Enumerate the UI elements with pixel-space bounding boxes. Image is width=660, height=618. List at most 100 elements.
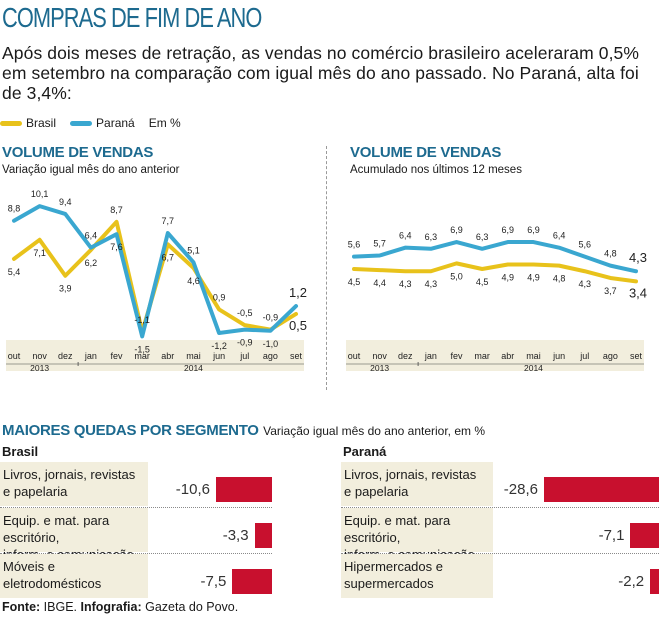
segment-group-parana: Livros, jornais, revistas e papelaria -28,…	[341, 462, 660, 602]
data-label: 6,3	[425, 232, 438, 242]
data-label: 6,9	[450, 225, 463, 235]
x-tick-label: jan	[84, 351, 97, 361]
x-tick-label: abr	[501, 351, 514, 361]
data-label: 3,7	[604, 286, 617, 296]
legend-label-brasil: Brasil	[26, 116, 57, 130]
data-label: 5,6	[348, 240, 361, 250]
data-label: 5,7	[373, 239, 386, 249]
data-label: 4,3	[425, 279, 438, 289]
axis-band	[346, 340, 644, 371]
chart2-title: VOLUME DE VENDAS	[350, 144, 502, 161]
data-label: 7,7	[162, 216, 175, 226]
segment-label-line: eletrodomésticos	[3, 576, 102, 591]
data-label: 8,8	[8, 204, 21, 214]
chart-divider	[326, 146, 327, 390]
segment-row: Livros, jornais, revistas e papelaria -28,…	[341, 462, 660, 508]
infographic-text: Gazeta do Povo.	[145, 600, 239, 614]
segment-label: Móveis e eletrodomésticos	[0, 554, 148, 598]
data-label: 4,3	[629, 250, 647, 265]
segment-label-line: e papelaria	[344, 484, 409, 499]
source-label: Fonte:	[2, 600, 41, 614]
segment-label-line: e papelaria	[3, 484, 68, 499]
segment-row: Móveis e eletrodomésticos -7,5	[0, 554, 320, 598]
segment-label: Livros, jornais, revistas e papelaria	[0, 462, 148, 506]
segment-label: Equip. e mat. para escritório,inform. e …	[0, 508, 148, 562]
year-label-2013: 2013	[370, 363, 389, 373]
year-label-2014: 2014	[524, 363, 543, 373]
data-label: 6,4	[553, 231, 566, 241]
segment-divider	[0, 553, 272, 554]
chart2-plot: out nov dez jan fev mar abr mai jun jul ago set 2013…	[346, 225, 647, 373]
legend-item-parana: Paraná	[70, 116, 135, 130]
data-label: 8,7	[110, 205, 123, 215]
x-tick-label: set	[290, 351, 303, 361]
x-tick-label: nov	[372, 351, 387, 361]
x-tick-label: mai	[526, 351, 541, 361]
x-tick-label: abr	[161, 351, 174, 361]
data-label: 5,4	[8, 267, 21, 277]
segment-group-brasil: Livros, jornais, revistas e papelaria -10,…	[0, 462, 320, 602]
data-label: 7,1	[33, 248, 46, 258]
data-label: 3,4	[629, 285, 647, 300]
data-label: 5,1	[187, 245, 200, 255]
segment-bar	[254, 523, 272, 548]
series-line-brasil	[352, 261, 638, 284]
source-text: IBGE.	[43, 600, 78, 614]
segment-label: Hipermercados e supermercados	[341, 554, 493, 598]
data-label: 6,4	[85, 231, 98, 241]
legend: Brasil Paraná Em %	[0, 116, 181, 130]
chart1-title: VOLUME DE VENDAS	[2, 144, 154, 161]
segment-row: Hipermercados e supermercados -2,2	[341, 554, 660, 598]
data-label: 4,9	[527, 273, 540, 283]
series-line-parana	[12, 204, 298, 339]
x-tick-label: jun	[212, 351, 225, 361]
x-tick-label: dez	[58, 351, 73, 361]
segment-bar	[650, 569, 659, 594]
data-label: 4,3	[578, 279, 591, 289]
data-label: 6,9	[502, 225, 515, 235]
segment-label: Equip. e mat. para escritório,inform. e …	[341, 508, 493, 562]
segment-title: MAIORES QUEDAS POR SEGMENTO	[2, 422, 259, 439]
year-label-2014: 2014	[184, 363, 203, 373]
source-credit: Fonte: IBGE. Infografia: Gazeta do Povo.	[2, 600, 238, 614]
subtitle: Após dois meses de retração, as vendas n…	[2, 43, 640, 103]
x-tick-label: jul	[239, 351, 249, 361]
segment-label-line: Livros, jornais, revistas	[344, 467, 477, 482]
data-label: -0,9	[263, 313, 279, 323]
segment-divider	[341, 507, 659, 508]
data-label: 6,3	[476, 232, 489, 242]
segment-bar	[216, 477, 272, 502]
x-tick-label: mar	[134, 351, 150, 361]
segment-divider	[0, 507, 272, 508]
data-label: 4,4	[373, 278, 386, 288]
segment-value: -2,2	[618, 573, 645, 590]
data-label: 5,6	[578, 240, 591, 250]
data-label: 3,9	[59, 284, 72, 294]
x-tick-label: ago	[603, 351, 618, 361]
data-label: 6,9	[527, 225, 540, 235]
segment-value: -28,6	[503, 481, 538, 498]
data-label: -1,5	[134, 344, 150, 354]
series-line-parana	[352, 240, 638, 274]
data-label: -1,0	[263, 339, 279, 349]
segment-bar	[544, 477, 659, 502]
data-label: 4,6	[187, 276, 200, 286]
segment-bar	[630, 523, 659, 548]
chart2-subtitle: Acumulado nos últimos 12 meses	[350, 164, 522, 176]
segment-label-line: Equip. e mat. para escritório,	[344, 513, 451, 545]
x-tick-label: mar	[474, 351, 490, 361]
legend-label-parana: Paraná	[96, 116, 135, 130]
x-tick-label: jun	[552, 351, 565, 361]
segment-label-line: Móveis e	[3, 559, 56, 574]
legend-item-brasil: Brasil	[0, 116, 56, 130]
data-label: 6,4	[399, 231, 412, 241]
data-label: 4,3	[399, 279, 412, 289]
data-label: 4,5	[348, 277, 361, 287]
x-tick-label: set	[630, 351, 643, 361]
data-label: -0,5	[237, 308, 253, 318]
segment-value: -7,1	[598, 527, 625, 544]
x-tick-label: dez	[398, 351, 413, 361]
segment-label-line: supermercados	[344, 576, 434, 591]
segment-value: -3,3	[222, 527, 249, 544]
segment-label: Livros, jornais, revistas e papelaria	[341, 462, 493, 506]
